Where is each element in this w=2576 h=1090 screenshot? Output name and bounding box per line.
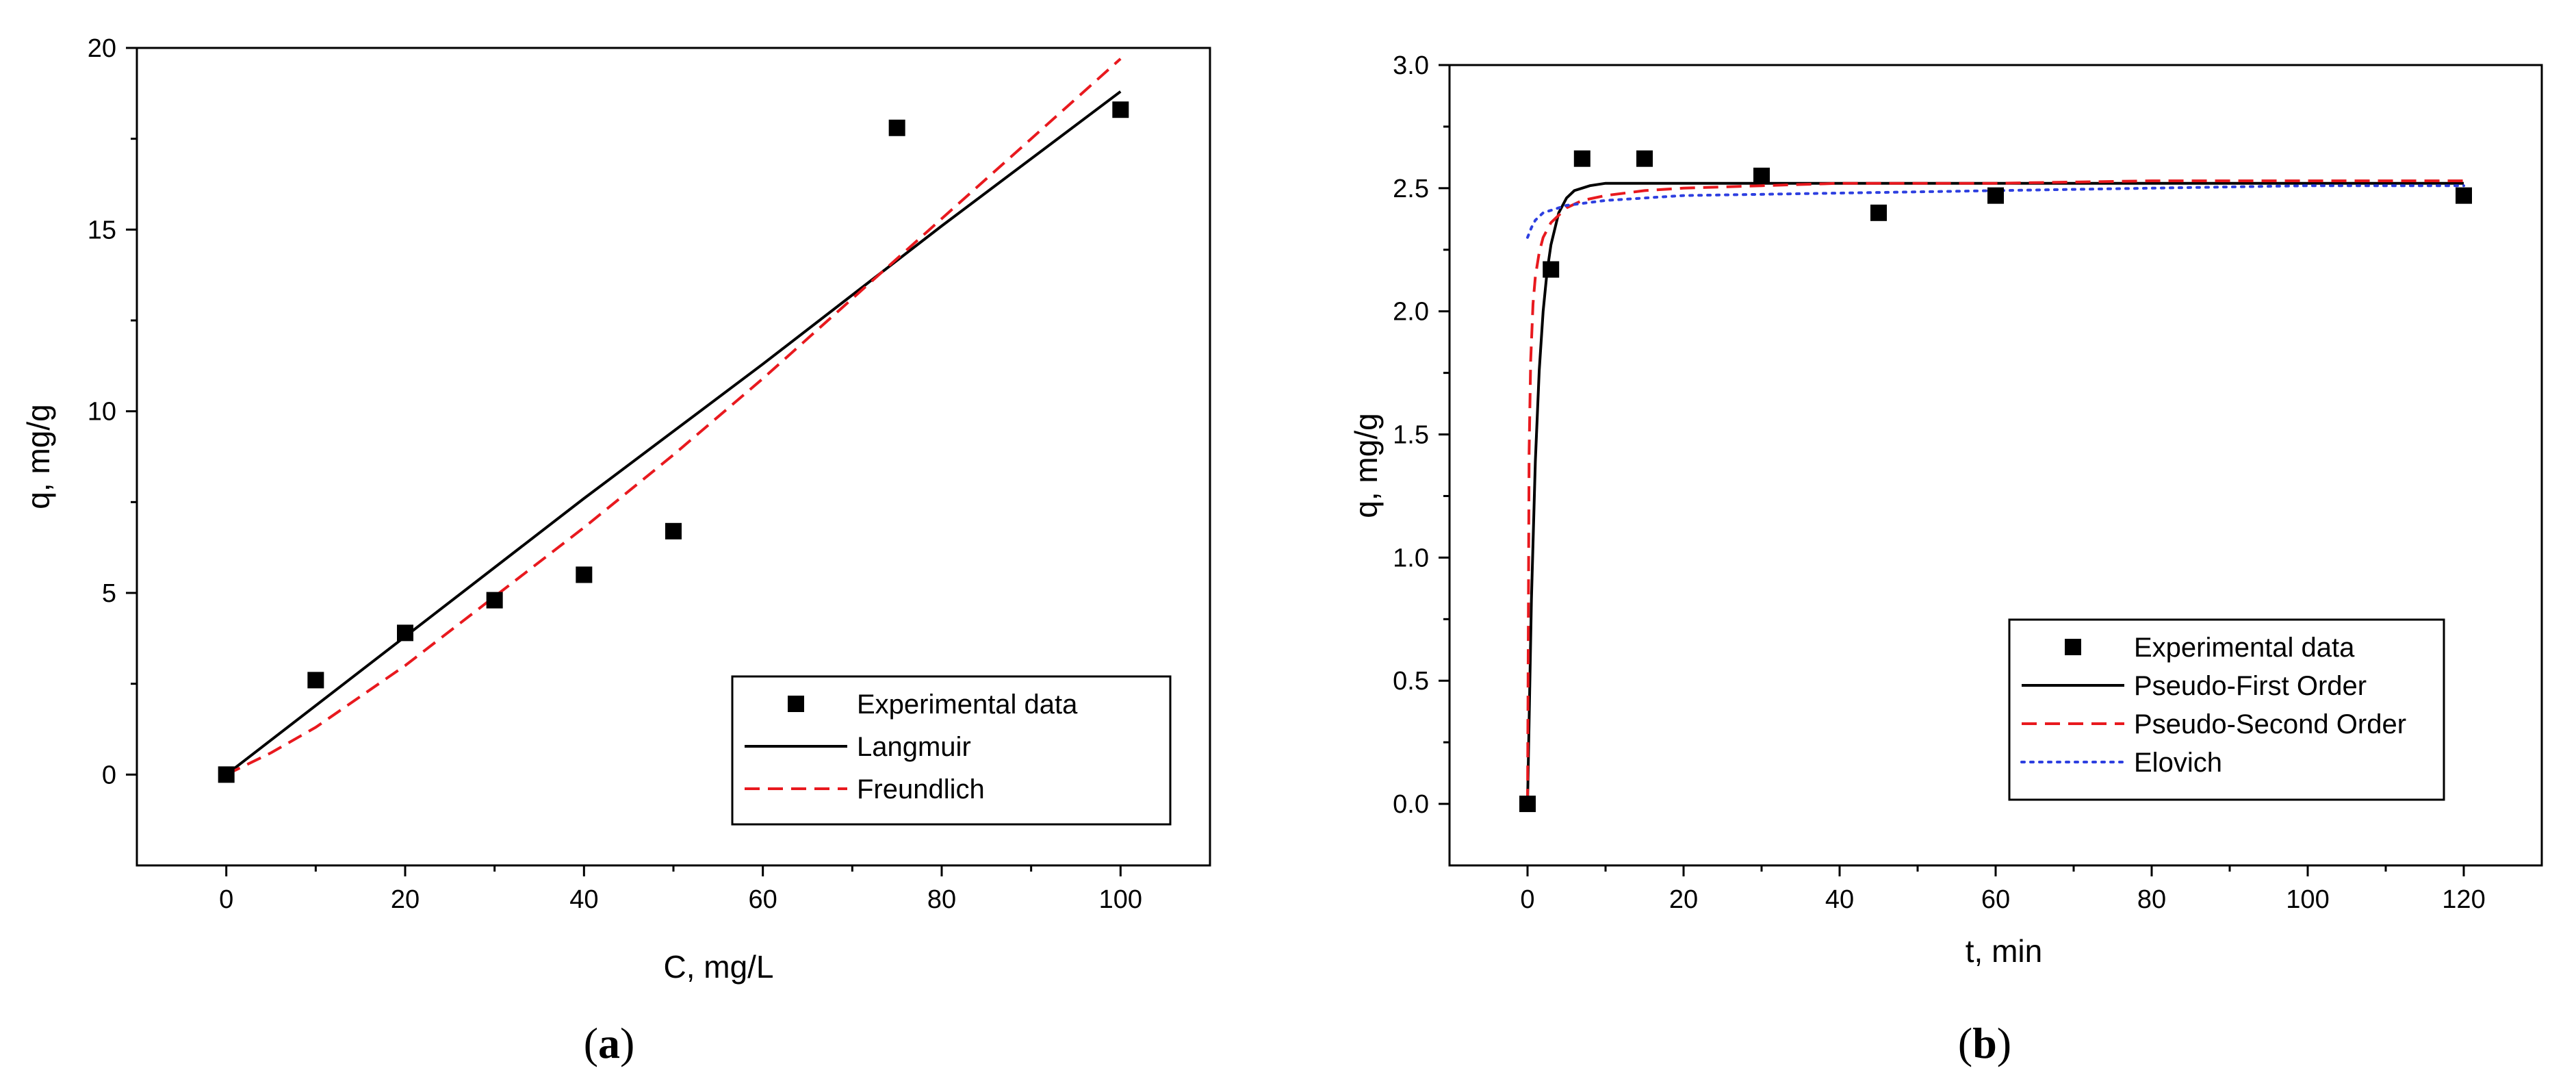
x-tick-label: 80 <box>927 885 956 914</box>
legend-box <box>731 675 1172 826</box>
x-tick-label: 40 <box>569 885 598 914</box>
x-tick-label: 100 <box>1099 885 1142 914</box>
y-tick-label: 2.0 <box>1393 298 1429 327</box>
x-tick-label: 0 <box>1520 885 1534 914</box>
series-line-freundlich <box>225 58 1122 776</box>
plot-b-series <box>1519 150 2472 813</box>
plot-a-y-axis-label: q, mg/g <box>21 404 56 509</box>
data-point <box>576 566 593 583</box>
series-line-pseudo-second-order <box>1526 179 2464 804</box>
legend-label: Experimental data <box>857 689 1078 720</box>
x-tick-label: 20 <box>1669 885 1698 914</box>
panel-b: 0 20 40 60 80 100 120 0.0 0.5 1.0 1.5 2.0 2.5 3.0 Exp… <box>1348 51 2543 1067</box>
y-tick-label: 1.0 <box>1393 544 1429 572</box>
plot-b-caption: (b) <box>1958 1019 2011 1067</box>
y-tick-label: 0.0 <box>1393 790 1429 819</box>
y-tick-label: 5 <box>102 579 116 608</box>
data-point <box>1753 167 1770 184</box>
series-line-elovich <box>1526 184 2465 239</box>
legend-label: Langmuir <box>857 732 971 762</box>
plot-a-ticks: 0 20 40 60 80 100 0 5 10 15 20 <box>88 34 1142 914</box>
legend-label: Pseudo-Second Order <box>2134 709 2406 739</box>
y-tick-label: 2.5 <box>1393 175 1429 203</box>
plot-a-legend: Experimental data Langmuir Freundlich <box>731 675 1172 826</box>
data-point <box>307 672 324 689</box>
plot-a-series <box>218 58 1129 783</box>
x-tick-label: 60 <box>749 885 777 914</box>
legend-label: Experimental data <box>2134 633 2355 663</box>
legend-label: Pseudo-First Order <box>2134 671 2367 701</box>
plot-b-x-axis-label: t, min <box>1966 933 2042 969</box>
data-point <box>397 624 413 642</box>
y-tick-label: 1.5 <box>1393 421 1429 450</box>
y-tick-label: 3.0 <box>1393 51 1429 80</box>
y-tick-label: 20 <box>88 34 116 63</box>
panel-a: 0 20 40 60 80 100 0 5 10 15 20 Experimental data La… <box>21 34 1211 1067</box>
plot-b-legend: Experimental data Pseudo-First Order Pseud… <box>2008 618 2445 801</box>
data-point <box>1636 150 1653 167</box>
data-point <box>1543 261 1560 278</box>
x-tick-label: 40 <box>1825 885 1854 914</box>
x-tick-label: 20 <box>391 885 420 914</box>
data-point <box>1519 796 1536 813</box>
x-tick-label: 60 <box>1981 885 2010 914</box>
legend-box <box>2008 618 2445 801</box>
data-point <box>1987 187 2004 204</box>
legend-label: Elovich <box>2134 748 2222 778</box>
data-point <box>218 766 235 783</box>
legend-marker <box>2065 639 2081 655</box>
y-tick-label: 15 <box>88 216 116 244</box>
data-point <box>1112 101 1129 118</box>
legend-marker <box>788 696 804 712</box>
plot-a-x-axis-label: C, mg/L <box>663 949 773 985</box>
plot-a-caption-letter: a <box>598 1019 620 1067</box>
plot-b-ticks: 0 20 40 60 80 100 120 0.0 0.5 1.0 1.5 2.0 2.5 3.0 <box>1393 51 2486 914</box>
plot-b-caption-letter: b <box>1972 1019 1997 1067</box>
y-tick-label: 0 <box>102 761 116 789</box>
y-tick-label: 0.5 <box>1393 667 1429 696</box>
data-point <box>486 592 503 609</box>
x-tick-label: 100 <box>2286 885 2329 914</box>
x-tick-label: 80 <box>2137 885 2166 914</box>
x-tick-label: 120 <box>2442 885 2485 914</box>
data-point <box>1870 204 1887 221</box>
x-tick-label: 0 <box>219 885 233 914</box>
legend-label: Freundlich <box>857 774 985 804</box>
series-line-langmuir <box>225 90 1122 776</box>
plot-b-y-axis-label: q, mg/g <box>1348 413 1384 518</box>
data-point <box>888 119 905 136</box>
y-tick-label: 10 <box>88 398 116 427</box>
data-point <box>665 522 682 540</box>
data-point <box>2456 187 2472 204</box>
plot-a-caption: (a) <box>584 1019 635 1067</box>
data-point <box>1573 150 1590 167</box>
